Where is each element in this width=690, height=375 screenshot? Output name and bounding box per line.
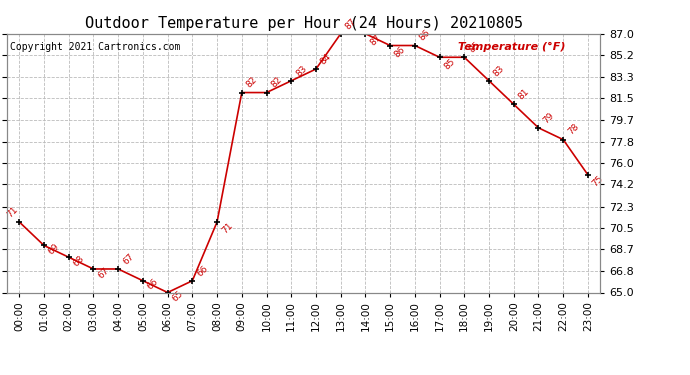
Text: 81: 81 — [517, 87, 531, 102]
Text: Temperature (°F): Temperature (°F) — [458, 42, 565, 52]
Text: 71: 71 — [6, 205, 20, 219]
Text: 85: 85 — [442, 57, 457, 71]
Text: 82: 82 — [244, 75, 259, 90]
Text: 65: 65 — [170, 289, 185, 304]
Text: 83: 83 — [492, 63, 506, 78]
Text: Copyright 2021 Cartronics.com: Copyright 2021 Cartronics.com — [10, 42, 180, 51]
Text: 86: 86 — [393, 45, 407, 59]
Text: 71: 71 — [220, 221, 235, 236]
Text: 67: 67 — [96, 266, 110, 280]
Text: 85: 85 — [467, 40, 482, 54]
Text: 83: 83 — [294, 63, 308, 78]
Text: 86: 86 — [417, 28, 432, 43]
Text: 75: 75 — [591, 174, 605, 189]
Text: 87: 87 — [344, 16, 358, 31]
Text: 66: 66 — [195, 264, 210, 278]
Text: 67: 67 — [121, 252, 135, 266]
Text: 82: 82 — [269, 75, 284, 90]
Title: Outdoor Temperature per Hour (24 Hours) 20210805: Outdoor Temperature per Hour (24 Hours) … — [85, 16, 522, 31]
Text: 66: 66 — [146, 278, 160, 292]
Text: 87: 87 — [368, 33, 383, 48]
Text: 78: 78 — [566, 122, 580, 137]
Text: 84: 84 — [319, 52, 333, 66]
Text: 79: 79 — [541, 111, 555, 125]
Text: 68: 68 — [72, 254, 86, 268]
Text: 69: 69 — [47, 242, 61, 256]
